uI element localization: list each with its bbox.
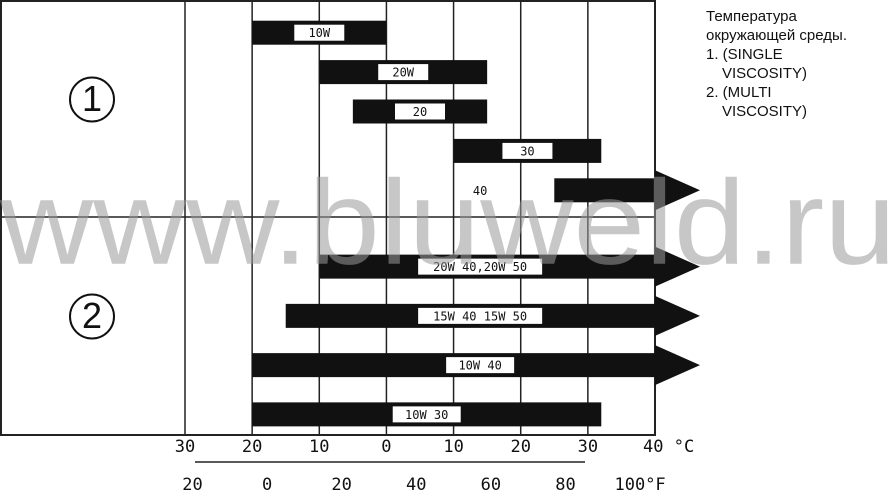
bar-label-box [418, 258, 543, 275]
bar-label: 40 [473, 184, 487, 198]
x-tick-label: 30 [578, 437, 598, 457]
note-item: 1. (SINGLE [706, 46, 783, 63]
bar-label-box [378, 64, 429, 81]
range-arrow [655, 295, 700, 336]
bar-label-box [395, 103, 445, 120]
bar-label-box [392, 406, 461, 423]
group-badge [69, 293, 115, 340]
group-label: 1 [82, 78, 102, 119]
x-tick-label: 20 [510, 437, 530, 457]
bar-label: 10W 40 [458, 359, 501, 373]
group-badge [69, 76, 115, 123]
legend-note: Температура окружающей среды. 1. (SINGLE… [706, 8, 847, 120]
bar-label-box [446, 357, 515, 374]
bar-label-box [294, 24, 345, 41]
x-tick-label: 10 [443, 437, 463, 457]
x2-tick-label: 60 [481, 475, 501, 495]
bar-label-box [418, 307, 543, 324]
bar-label: 20W 40,20W 50 [433, 260, 527, 274]
range-arrow [655, 345, 700, 386]
range-arrow [655, 246, 700, 287]
group-label: 2 [82, 295, 102, 336]
x-tick-label: 20 [242, 437, 262, 457]
x-tick-label: 10 [309, 437, 329, 457]
x2-tick-label: 20 [182, 475, 202, 495]
bar-label-box [455, 182, 506, 199]
bar-label: 20W [392, 66, 414, 80]
note-item: 2. (MULTI [706, 84, 772, 101]
x-tick-label: 0 [381, 437, 391, 457]
note-title-1: Температура [706, 8, 798, 25]
note-item: VISCOSITY) [722, 103, 807, 120]
note-item: VISCOSITY) [722, 65, 807, 82]
range-arrow [655, 170, 700, 211]
x2-tick-label: 0 [262, 475, 272, 495]
x2-tick-label: 80 [555, 475, 575, 495]
note-title-2: окружающей среды. [706, 27, 847, 44]
bar-label-box [502, 142, 553, 159]
bar-label: 10W 30 [405, 408, 448, 422]
bar-label: 20 [413, 105, 427, 119]
watermark: www.bluweld.ru [0, 156, 896, 290]
x-tick-label: 30 [175, 437, 195, 457]
x2-tick-label: 40 [406, 475, 426, 495]
range-bar [554, 178, 655, 203]
bar-label: 30 [520, 144, 534, 158]
x-tick-label: 40 °C [643, 437, 694, 457]
bar-label: 15W 40 15W 50 [433, 309, 527, 323]
x2-tick-label: 20 [331, 475, 351, 495]
bar-label: 10W [308, 26, 330, 40]
x2-tick-label: 100°F [614, 475, 665, 495]
